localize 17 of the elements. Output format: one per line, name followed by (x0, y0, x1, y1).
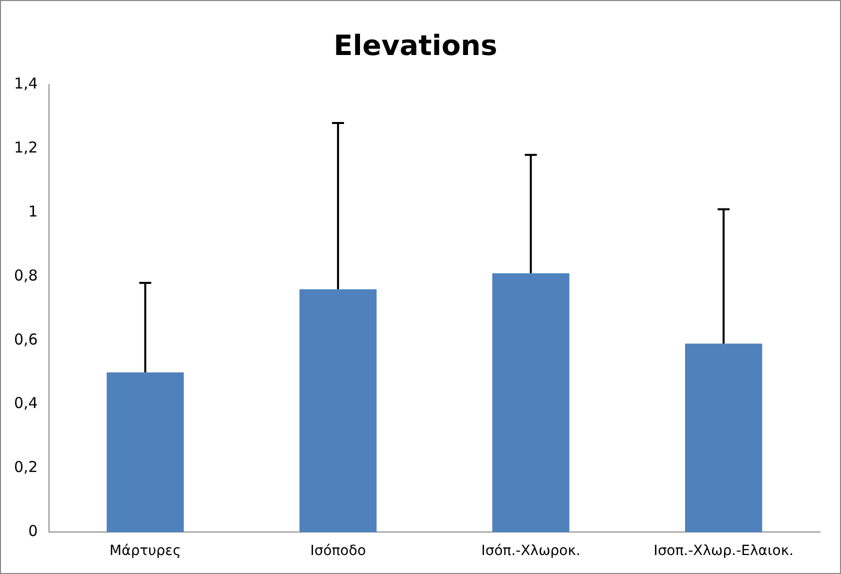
bar (299, 289, 377, 532)
y-tick-label: 0 (28, 522, 38, 540)
bar (492, 273, 570, 532)
y-tick-label: 0,8 (14, 266, 38, 284)
x-tick-label: Ισόποδο (310, 543, 366, 560)
y-tick-label: 0,2 (14, 458, 38, 476)
x-tick-label: Ισοπ.-Χλωρ.-Ελαιοκ. (654, 543, 794, 560)
y-tick-label: 1,2 (14, 138, 38, 156)
y-tick-label: 0,4 (14, 394, 38, 412)
bar (106, 372, 184, 532)
bar (685, 344, 762, 532)
y-tick-label: 1,4 (14, 74, 38, 92)
y-tick-label: 0,6 (14, 330, 38, 348)
chart-title: Elevations (334, 29, 498, 62)
y-tick-label: 1 (28, 202, 38, 220)
x-tick-label: Μάρτυρες (110, 543, 181, 560)
x-tick-label: Ισόπ.-Χλωροκ. (481, 543, 580, 560)
